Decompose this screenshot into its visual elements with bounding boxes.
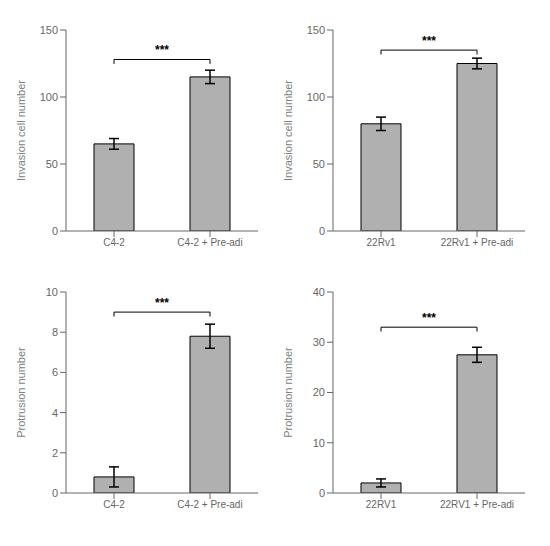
svg-text:20: 20: [313, 386, 325, 398]
svg-text:C4-2 + Pre-adi: C4-2 + Pre-adi: [177, 237, 242, 248]
svg-text:0: 0: [52, 225, 58, 237]
svg-text:0: 0: [319, 225, 325, 237]
svg-text:22Rv1: 22Rv1: [367, 237, 396, 248]
svg-text:C4-2 + Pre-adi: C4-2 + Pre-adi: [177, 499, 242, 510]
svg-text:***: ***: [155, 43, 169, 57]
svg-text:100: 100: [40, 91, 58, 103]
svg-text:10: 10: [313, 437, 325, 449]
svg-text:Invasion cell number: Invasion cell number: [282, 80, 294, 181]
svg-text:22RV1: 22RV1: [366, 499, 397, 510]
svg-text:0: 0: [319, 487, 325, 499]
svg-text:0: 0: [52, 487, 58, 499]
svg-text:150: 150: [40, 24, 58, 36]
svg-text:***: ***: [422, 311, 436, 325]
svg-text:2: 2: [52, 447, 58, 459]
svg-text:100: 100: [307, 91, 325, 103]
svg-text:C4-2: C4-2: [103, 499, 125, 510]
svg-text:***: ***: [422, 34, 436, 48]
svg-text:150: 150: [307, 24, 325, 36]
svg-text:Invasion cell number: Invasion cell number: [15, 80, 27, 181]
svg-text:30: 30: [313, 336, 325, 348]
svg-text:6: 6: [52, 366, 58, 378]
svg-text:4: 4: [52, 407, 58, 419]
svg-text:40: 40: [313, 286, 325, 298]
svg-text:50: 50: [46, 158, 58, 170]
svg-text:50: 50: [313, 158, 325, 170]
svg-text:Protrusion number: Protrusion number: [282, 347, 294, 438]
svg-text:22RV1 + Pre-adi: 22RV1 + Pre-adi: [440, 499, 514, 510]
svg-text:C4-2: C4-2: [103, 237, 125, 248]
svg-text:Protrusion number: Protrusion number: [15, 347, 27, 438]
svg-text:***: ***: [155, 296, 169, 310]
svg-text:8: 8: [52, 326, 58, 338]
svg-text:22Rv1 + Pre-adi: 22Rv1 + Pre-adi: [441, 237, 514, 248]
svg-text:10: 10: [46, 286, 58, 298]
